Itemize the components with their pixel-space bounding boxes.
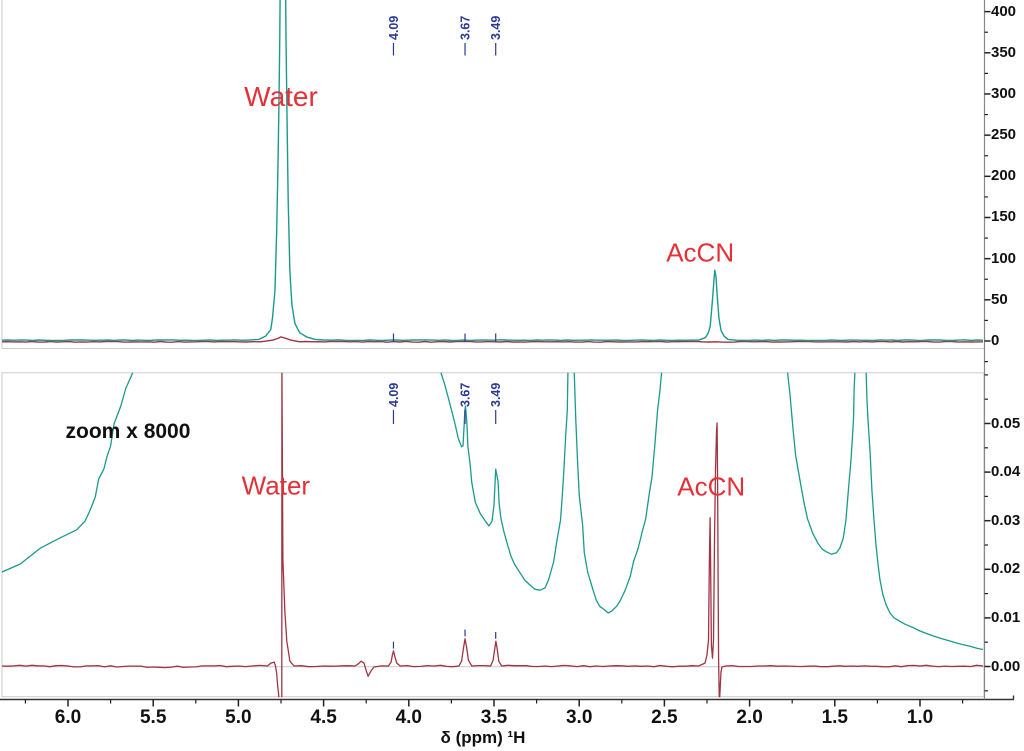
y-tick-label: 400 [991, 2, 1017, 20]
x-tick-label: 4.5 [310, 707, 337, 728]
y-tick-label: 250 [991, 126, 1017, 144]
y-tick-label: 0.00 [991, 657, 1021, 675]
y-tick-label: 300 [991, 84, 1017, 102]
y-tick-label: 150 [991, 208, 1017, 226]
x-tick-label: 3.0 [565, 707, 593, 728]
y-tick-label: 0.04 [991, 463, 1021, 481]
peak-ppm-label-top: 3.67 [459, 16, 473, 40]
y-tick-label: 0.05 [991, 414, 1021, 432]
x-tick-label: 5.0 [225, 707, 252, 728]
y-tick-label: 50 [991, 290, 1008, 308]
peak-ppm-label-top: 4.09 [387, 16, 401, 40]
peak-ppm-label-bottom: 4.09 [387, 383, 401, 407]
sample-spectrum-zoomed [2, 372, 984, 651]
zoom-panel [1, 372, 985, 698]
y-tick-label: 0 [991, 332, 1000, 349]
x-axis-title: δ (ppm) ¹H [440, 728, 526, 747]
x-tick-label: 2.0 [736, 707, 763, 728]
x-tick-label: 6.0 [54, 707, 82, 728]
sample-spectrum [2, 0, 984, 342]
x-tick-label: 4.0 [395, 707, 422, 728]
y-tick-label: 0.02 [991, 560, 1021, 578]
x-tick-label: 2.5 [651, 707, 678, 728]
x-tick-label: 1.0 [906, 707, 934, 728]
reference-trace-zoomed [2, 372, 984, 698]
y-tick-label: 0.03 [991, 511, 1021, 529]
y-tick-label: 0.01 [991, 608, 1021, 626]
peak-ppm-label-bottom: 3.49 [489, 383, 503, 407]
x-tick-label: 1.5 [821, 707, 848, 728]
y-tick-label: 100 [991, 249, 1017, 267]
y-tick-label: 200 [991, 167, 1017, 185]
x-tick-label: 3.5 [480, 707, 508, 728]
peak-ppm-label-top: 3.49 [489, 16, 503, 40]
reference-trace [2, 336, 984, 343]
peak-ppm-label-bottom: 3.67 [459, 383, 473, 407]
y-tick-label: 350 [991, 43, 1017, 61]
x-tick-label: 5.5 [139, 707, 167, 728]
